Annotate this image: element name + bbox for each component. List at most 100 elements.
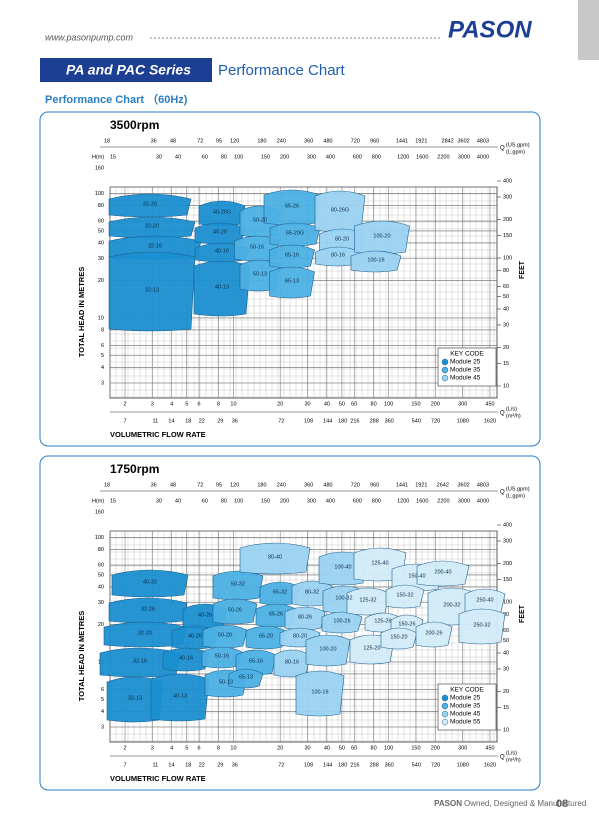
region-label: 65-16 [249, 658, 263, 664]
lpm-tick: 300 [307, 498, 316, 504]
region-label: 65-20G [286, 230, 304, 236]
head-tick: 5 [101, 697, 104, 703]
m3h-tick: 22 [199, 762, 205, 768]
key-swatch [441, 718, 449, 726]
pump-region [239, 542, 311, 575]
ls-tick: 60 [351, 401, 357, 407]
m3h-tick: 360 [385, 762, 394, 768]
chart-title: 3500rpm [110, 118, 159, 132]
region-label: 40-20 [188, 633, 202, 639]
m3h-tick: 720 [431, 418, 440, 424]
logo: PASON [448, 16, 532, 43]
gpm-tick: 960 [370, 138, 379, 144]
lpm-tick: 1200 [397, 498, 409, 504]
feet-tick: 30 [503, 666, 509, 672]
feet-tick: 150 [503, 577, 512, 583]
lpm-tick: 400 [326, 154, 335, 160]
lpm-tick: 100 [234, 154, 243, 160]
gpm-tick: 2642 [437, 482, 449, 488]
region-label: 50-32 [231, 581, 245, 587]
gpm-unit: (US.gpm) [506, 142, 530, 148]
m3h-tick: 1620 [484, 418, 496, 424]
head-tick: 80 [98, 203, 104, 209]
head-tick: 8 [101, 327, 104, 333]
lpm-tick: 40 [175, 498, 181, 504]
region-label: 200-32 [443, 602, 460, 608]
ls-tick: 40 [324, 745, 330, 751]
gpm-tick: 240 [277, 138, 286, 144]
feet-tick: 50 [503, 294, 509, 300]
footer-text: Owned, Designed & Manufactured [464, 799, 586, 808]
region-label: 100-16 [311, 689, 328, 695]
feet-tick: 60 [503, 284, 509, 290]
feet-tick: 100 [503, 255, 512, 261]
m3h-tick: 108 [304, 418, 313, 424]
region-label: 125-26 [374, 618, 391, 624]
m3h-tick: 216 [350, 762, 359, 768]
m3h-tick: 144 [323, 418, 332, 424]
region-label: 100-16 [367, 257, 384, 263]
head-tick: 10 [98, 315, 104, 321]
feet-tick: 200 [503, 561, 512, 567]
gpm-tick: 48 [170, 138, 176, 144]
ls-tick: 200 [431, 401, 440, 407]
ls-tick: 6 [198, 401, 201, 407]
m3h-tick: 7 [123, 762, 126, 768]
m3h-tick: 288 [370, 762, 379, 768]
ls-tick: 2 [123, 401, 126, 407]
region-label: 80-26G [331, 207, 349, 213]
gpm-tick: 720 [351, 482, 360, 488]
region-label: 40-32 [143, 579, 157, 585]
pump-region [202, 624, 248, 649]
head-label: H(m) [92, 154, 104, 160]
m3h-tick: 72 [278, 762, 284, 768]
region-label: 100-32 [335, 595, 352, 601]
pump-region [269, 266, 315, 299]
lpm-tick: 4000 [477, 498, 489, 504]
head-tick: 40 [98, 240, 104, 246]
m3h-tick: 18 [185, 762, 191, 768]
region-label: 50-26 [228, 607, 242, 613]
region-label: 32-16 [148, 243, 162, 249]
m3h-tick: 29 [217, 418, 223, 424]
lpm-tick: 600 [353, 498, 362, 504]
head-tick: 100 [95, 535, 104, 541]
head-tick: 60 [98, 218, 104, 224]
flow-symbol: Q [500, 411, 505, 417]
head-tick: 160 [95, 165, 104, 171]
page-title: Performance Chart [218, 62, 346, 79]
pump-region [245, 625, 287, 650]
region-label: 32-13 [128, 695, 142, 701]
m3h-tick: 1080 [457, 762, 469, 768]
pump-region [193, 260, 251, 317]
lpm-tick: 2200 [437, 498, 449, 504]
ls-tick: 20 [277, 745, 283, 751]
ls-tick: 300 [458, 401, 467, 407]
region-label: 65-26 [285, 203, 299, 209]
m3h-tick: 360 [385, 418, 394, 424]
lpm-tick: 80 [221, 154, 227, 160]
subtitle: Performance Chart （60Hz) [45, 93, 188, 106]
ls-tick: 150 [411, 401, 420, 407]
page-number: 08 [556, 798, 568, 810]
gpm-tick: 1921 [415, 138, 427, 144]
key-swatch [441, 694, 449, 702]
gpm-tick: 360 [304, 138, 313, 144]
region-label: 32-13 [145, 287, 159, 293]
ls-tick: 80 [371, 401, 377, 407]
gpm-tick: 48 [170, 482, 176, 488]
feet-tick: 10 [503, 383, 509, 389]
pump-region [321, 611, 363, 634]
ls-tick: 50 [339, 401, 345, 407]
ls-tick: 6 [198, 745, 201, 751]
m3h-tick: 144 [323, 762, 332, 768]
gpm-tick: 95 [216, 138, 222, 144]
gpm-tick: 72 [197, 138, 203, 144]
region-label: 50-16 [215, 653, 229, 659]
region-label: 32-20 [138, 630, 152, 636]
gpm-tick: 72 [197, 482, 203, 488]
m3h-tick: 180 [338, 762, 347, 768]
feet-tick: 15 [503, 705, 509, 711]
head-tick: 4 [101, 709, 104, 715]
region-label: 50-13 [253, 271, 267, 277]
